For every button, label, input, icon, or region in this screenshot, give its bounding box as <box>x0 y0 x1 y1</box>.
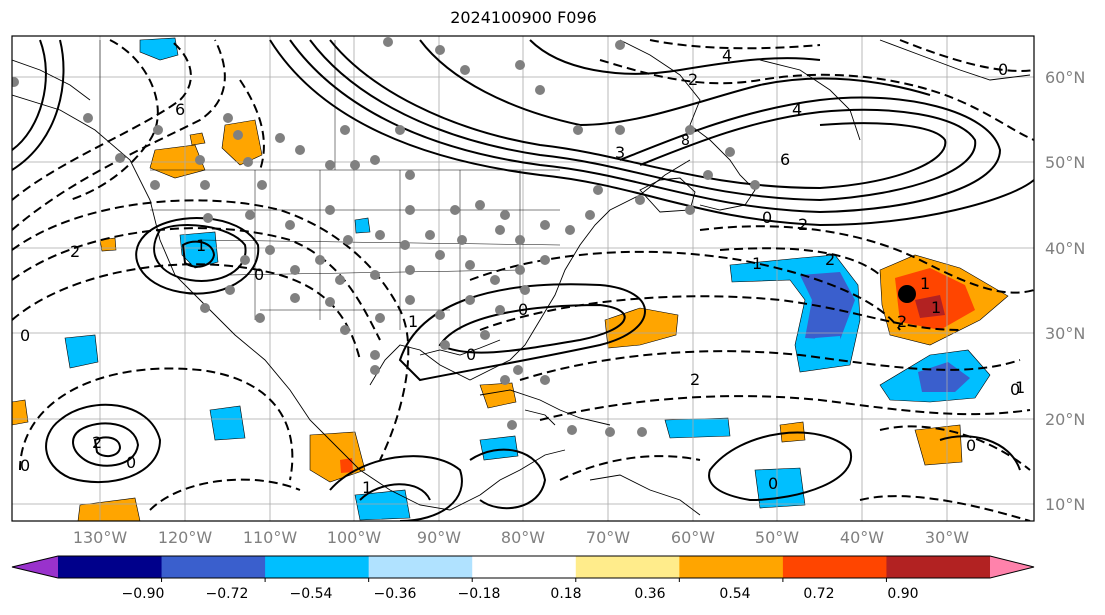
contour-label: 3 <box>615 143 626 162</box>
lon-label: 110°W <box>242 528 298 547</box>
anomaly-patch <box>139 37 179 61</box>
colorbar-tick-label: 0.72 <box>803 586 835 602</box>
contour-label: 0 <box>254 265 265 284</box>
contour-label: 2 <box>70 242 81 261</box>
colorbar-extend-min <box>12 556 58 578</box>
contour-label: 2 <box>798 215 809 234</box>
anomaly-patch <box>64 334 99 369</box>
lon-label: 70°W <box>585 528 631 547</box>
contour-label: 2 <box>897 312 908 331</box>
lat-label: 30°N <box>1045 324 1086 343</box>
colorbar-swatch <box>575 556 680 578</box>
contour-label: 1 <box>752 254 763 273</box>
lon-label: 90°W <box>416 528 462 547</box>
contour-label: 1 <box>920 274 931 293</box>
anomaly-patch <box>914 424 963 466</box>
contour-label: 2 <box>688 70 699 89</box>
lat-label: 50°N <box>1045 153 1086 172</box>
colorbar-tick-label: −0.18 <box>457 586 501 602</box>
contour-label: 1 <box>196 236 207 255</box>
anomaly-patch <box>340 458 353 473</box>
contour-label: 4 <box>722 46 733 65</box>
colorbar-tick-label: 0.54 <box>719 586 751 602</box>
contour-label: 8 <box>681 133 690 149</box>
station-dots <box>12 37 760 437</box>
colorbar-tick-label: 0.18 <box>550 586 582 602</box>
lon-label: 40°W <box>839 528 885 547</box>
anomaly-patch <box>12 399 29 426</box>
lon-label: 130°W <box>72 528 128 547</box>
anomaly-patch <box>915 295 945 318</box>
contour-label: 0 <box>466 345 477 364</box>
contour-label: 0 <box>966 436 977 455</box>
colorbar-swatch <box>679 556 784 578</box>
colorbar-tick-label: −0.90 <box>121 586 165 602</box>
anomaly-patch <box>664 417 731 439</box>
anomaly-patch <box>77 497 141 521</box>
colorbar <box>11 555 1035 582</box>
colorbar-swatch <box>368 556 473 578</box>
contour-label: 1 <box>931 298 942 317</box>
colorbar-tick-label: 0.90 <box>887 586 919 602</box>
contour-label: 0 <box>126 453 137 472</box>
lat-label: 10°N <box>1045 495 1086 514</box>
contour-label: 0 <box>20 456 31 475</box>
contour-label: 6 <box>175 100 186 119</box>
lat-label: 40°N <box>1045 239 1086 258</box>
colorbar-tick-label: −0.54 <box>289 586 333 602</box>
lon-label: 100°W <box>326 528 382 547</box>
lon-label: 120°W <box>157 528 213 547</box>
lon-label: 50°W <box>754 528 800 547</box>
center-marker <box>898 285 916 303</box>
contour-label: 0 <box>762 208 773 227</box>
colorbar-swatch <box>782 556 887 578</box>
lon-label: 80°W <box>500 528 546 547</box>
anomaly-patch <box>221 119 263 166</box>
colorbar-swatch <box>265 556 370 578</box>
contour-label: 0 <box>768 474 779 493</box>
lat-label: 60°N <box>1045 68 1086 87</box>
contour-label: 1 <box>1015 378 1026 397</box>
contour-label: 2 <box>690 370 701 389</box>
anomaly-patch <box>209 405 246 441</box>
colorbar-tick-label: −0.72 <box>205 586 249 602</box>
contour-label: 1 <box>362 478 373 497</box>
colorbar-swatch <box>161 556 266 578</box>
anomaly-patch <box>754 467 806 509</box>
anomaly-patch <box>479 435 519 461</box>
colorbar-tick-label: −0.36 <box>373 586 417 602</box>
contour-label: 6 <box>780 150 791 169</box>
lon-label: 30°W <box>924 528 970 547</box>
contour-label: 4 <box>792 100 803 119</box>
dashed-contours <box>12 39 1034 521</box>
colorbar-outline <box>11 555 1035 579</box>
contour-label: 0 <box>518 300 529 319</box>
colorbar-swatch <box>472 556 577 578</box>
contour-label: 2 <box>92 433 103 452</box>
colorbar-tick-label: 0.36 <box>634 586 666 602</box>
anomaly-patch <box>815 336 842 356</box>
lon-label: 60°W <box>670 528 716 547</box>
anomaly-patch <box>309 431 366 483</box>
contour-label: 0 <box>1010 380 1021 399</box>
contour-label: 0 <box>998 60 1009 79</box>
map-title: 2024100900 F096 <box>450 8 597 27</box>
anomaly-patch <box>189 132 206 146</box>
contour-label: 2 <box>825 250 836 269</box>
colorbar-swatch <box>886 556 991 578</box>
lat-label: 20°N <box>1045 410 1086 429</box>
coastlines <box>12 39 1031 516</box>
plot-frame <box>11 35 1035 522</box>
contour-label: 0 <box>20 326 31 345</box>
colorbar-swatch <box>58 556 163 578</box>
anomaly-patch <box>354 489 411 521</box>
anomaly-patch <box>354 217 371 234</box>
colorbar-extend-max <box>990 556 1034 578</box>
anomaly-patch <box>479 382 517 409</box>
solid-contours <box>12 39 1034 521</box>
contour-label: 1 <box>408 312 419 331</box>
